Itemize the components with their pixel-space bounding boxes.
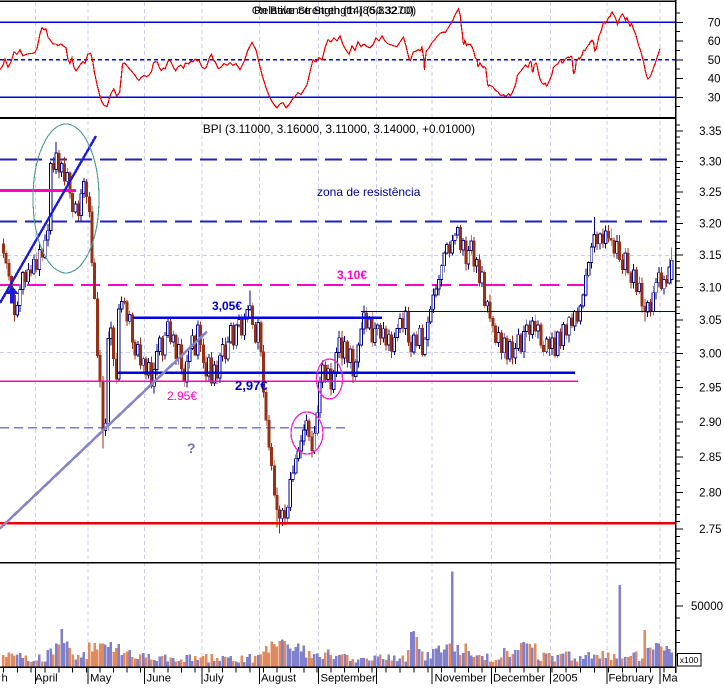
svg-text:3,10€: 3,10€ — [337, 268, 367, 282]
svg-text:Relative Strength (14) (50.327: Relative Strength (14) (50.3270) — [254, 5, 414, 17]
svg-text:July: July — [204, 673, 224, 685]
svg-text:40: 40 — [708, 74, 721, 86]
svg-text:Ma: Ma — [662, 673, 678, 685]
svg-text:2,97€: 2,97€ — [235, 378, 268, 393]
svg-text:3.35: 3.35 — [699, 126, 721, 138]
svg-text:June: June — [147, 673, 172, 685]
svg-text:3,05€: 3,05€ — [212, 299, 242, 313]
svg-text:70: 70 — [708, 17, 721, 29]
svg-text:February: February — [609, 673, 655, 685]
svg-text:?: ? — [187, 440, 196, 456]
svg-text:November: November — [435, 673, 487, 685]
svg-text:60: 60 — [708, 36, 721, 48]
svg-text:2005: 2005 — [553, 673, 578, 685]
svg-text:August: August — [261, 673, 297, 685]
svg-text:2.95: 2.95 — [699, 382, 721, 394]
svg-text:h: h — [2, 673, 8, 685]
svg-text:On Balance Strength (86,832.00: On Balance Strength (86,832.00) — [252, 5, 416, 17]
svg-text:x100: x100 — [680, 655, 699, 665]
svg-text:2.85: 2.85 — [699, 452, 721, 464]
svg-text:zona de resistência: zona de resistência — [317, 185, 421, 199]
svg-text:2.80: 2.80 — [699, 488, 721, 500]
svg-text:3.05: 3.05 — [699, 315, 721, 327]
svg-text:2.90: 2.90 — [699, 417, 721, 429]
svg-text:May: May — [90, 673, 112, 685]
svg-text:2.95€: 2.95€ — [167, 389, 197, 403]
svg-text:3.30: 3.30 — [699, 156, 721, 168]
svg-text:30: 30 — [708, 92, 721, 104]
svg-text:50: 50 — [708, 55, 721, 67]
svg-text:3.10: 3.10 — [699, 282, 721, 294]
svg-text:September: September — [321, 673, 376, 685]
svg-text:BPI (3.11000, 3.16000, 3.11000: BPI (3.11000, 3.16000, 3.11000, 3.14000,… — [203, 123, 475, 136]
svg-text:50000: 50000 — [691, 601, 723, 613]
svg-text:December: December — [493, 673, 545, 685]
svg-text:2.75: 2.75 — [699, 524, 721, 536]
svg-text:April: April — [35, 673, 58, 685]
svg-text:3.20: 3.20 — [699, 218, 721, 230]
svg-text:3.25: 3.25 — [699, 187, 721, 199]
svg-text:3.00: 3.00 — [699, 349, 721, 361]
svg-text:3.15: 3.15 — [699, 250, 721, 262]
